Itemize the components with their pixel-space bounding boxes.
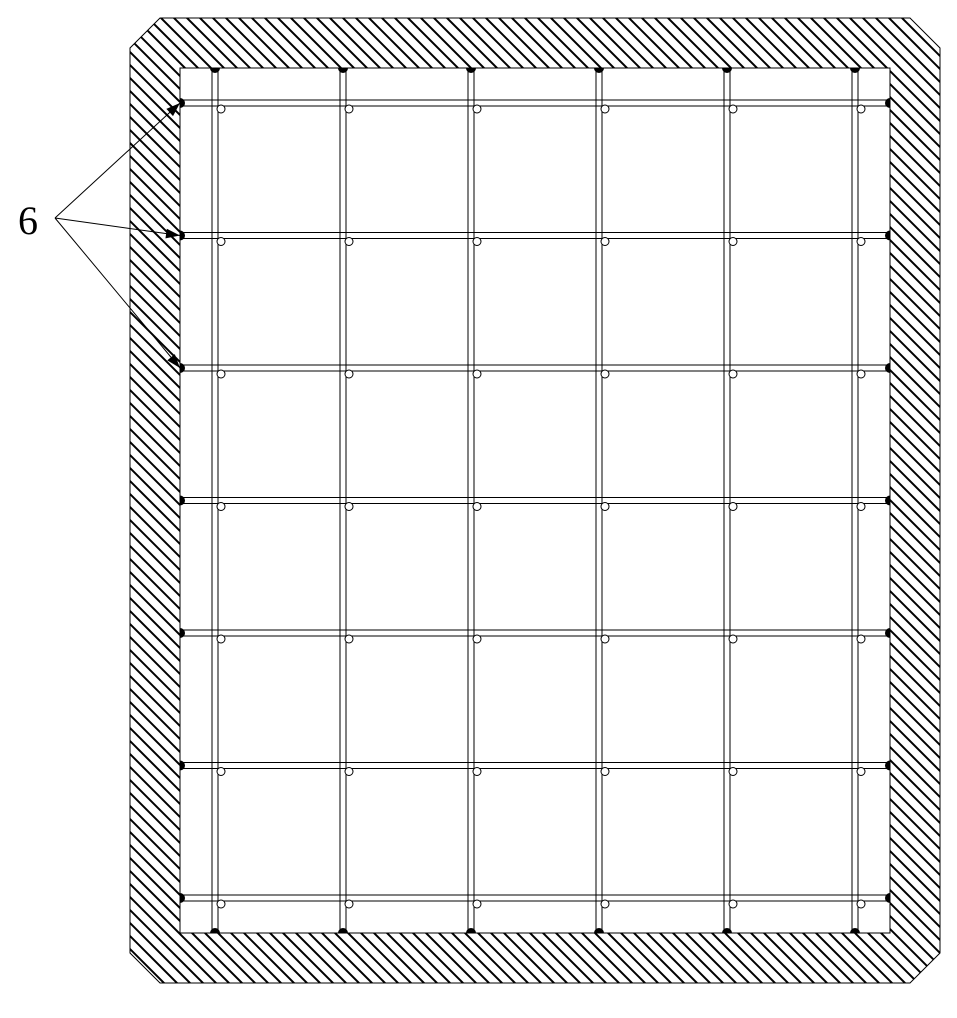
tie-node	[857, 503, 865, 511]
tie-node	[345, 105, 353, 113]
tie-node	[473, 900, 481, 908]
callout-label-6: 6	[18, 198, 38, 243]
tie-node	[345, 503, 353, 511]
frame-hatch	[0, 0, 957, 1000]
tie-node	[601, 105, 609, 113]
tie-node	[473, 635, 481, 643]
tie-node	[601, 635, 609, 643]
tie-node	[729, 900, 737, 908]
tie-node	[217, 768, 225, 776]
tie-node	[473, 503, 481, 511]
tie-node	[217, 635, 225, 643]
tie-node	[857, 105, 865, 113]
tie-node	[601, 238, 609, 246]
tie-node	[345, 900, 353, 908]
tie-node	[345, 238, 353, 246]
tie-node	[473, 238, 481, 246]
tie-node	[729, 768, 737, 776]
tie-node	[857, 238, 865, 246]
tie-node	[473, 370, 481, 378]
tie-node	[217, 503, 225, 511]
tie-node	[217, 238, 225, 246]
tie-node	[857, 635, 865, 643]
frame-inner	[180, 68, 890, 933]
tie-node	[345, 635, 353, 643]
tie-node	[217, 900, 225, 908]
rebar-grid	[180, 68, 890, 933]
tie-node	[729, 503, 737, 511]
tie-node	[473, 105, 481, 113]
tie-node	[729, 238, 737, 246]
tie-node	[601, 768, 609, 776]
tie-node	[601, 900, 609, 908]
tie-node	[345, 370, 353, 378]
tie-node	[473, 768, 481, 776]
tie-node	[217, 370, 225, 378]
tie-node	[729, 370, 737, 378]
tie-node	[345, 768, 353, 776]
tie-node	[601, 503, 609, 511]
frame-outer	[130, 18, 940, 983]
tie-node	[217, 105, 225, 113]
tie-node	[857, 768, 865, 776]
callout-leaders	[55, 103, 180, 368]
tie-node	[857, 900, 865, 908]
tie-node	[857, 370, 865, 378]
tie-node	[729, 635, 737, 643]
tie-node	[601, 370, 609, 378]
tie-node	[729, 105, 737, 113]
